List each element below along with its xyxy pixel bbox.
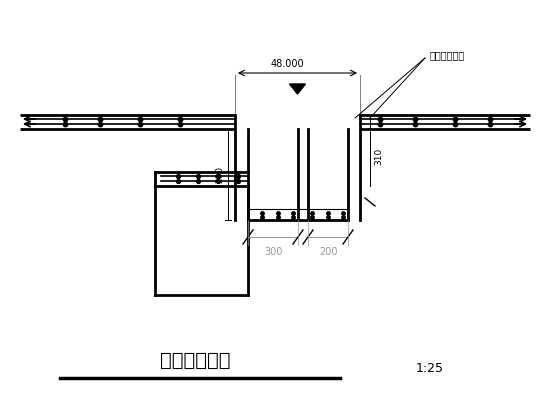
Text: 1:25: 1:25 — [416, 362, 444, 375]
Text: 48.000: 48.000 — [270, 59, 304, 69]
Text: 排水沟配筋图: 排水沟配筋图 — [160, 351, 230, 370]
Text: 300: 300 — [264, 247, 282, 257]
Text: 310: 310 — [374, 148, 383, 165]
Text: 板筋（全同）: 板筋（全同） — [430, 50, 465, 60]
Text: 200: 200 — [319, 247, 337, 257]
Polygon shape — [290, 84, 306, 94]
Text: 200: 200 — [215, 166, 224, 183]
